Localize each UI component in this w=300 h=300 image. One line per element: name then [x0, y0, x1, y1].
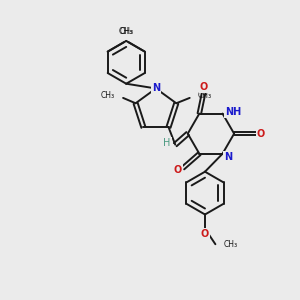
Text: N: N: [224, 152, 232, 162]
Text: CH₃: CH₃: [198, 91, 212, 100]
Text: NH: NH: [225, 107, 241, 117]
Text: O: O: [257, 129, 265, 139]
Text: O: O: [201, 229, 209, 239]
Text: CH₃: CH₃: [224, 240, 238, 249]
Text: N: N: [152, 83, 160, 94]
Text: O: O: [173, 165, 182, 176]
Text: O: O: [200, 82, 208, 92]
Text: H: H: [163, 138, 171, 148]
Text: CH₃: CH₃: [119, 27, 133, 36]
Text: CH₃: CH₃: [101, 91, 115, 100]
Text: CH₃: CH₃: [119, 27, 134, 36]
